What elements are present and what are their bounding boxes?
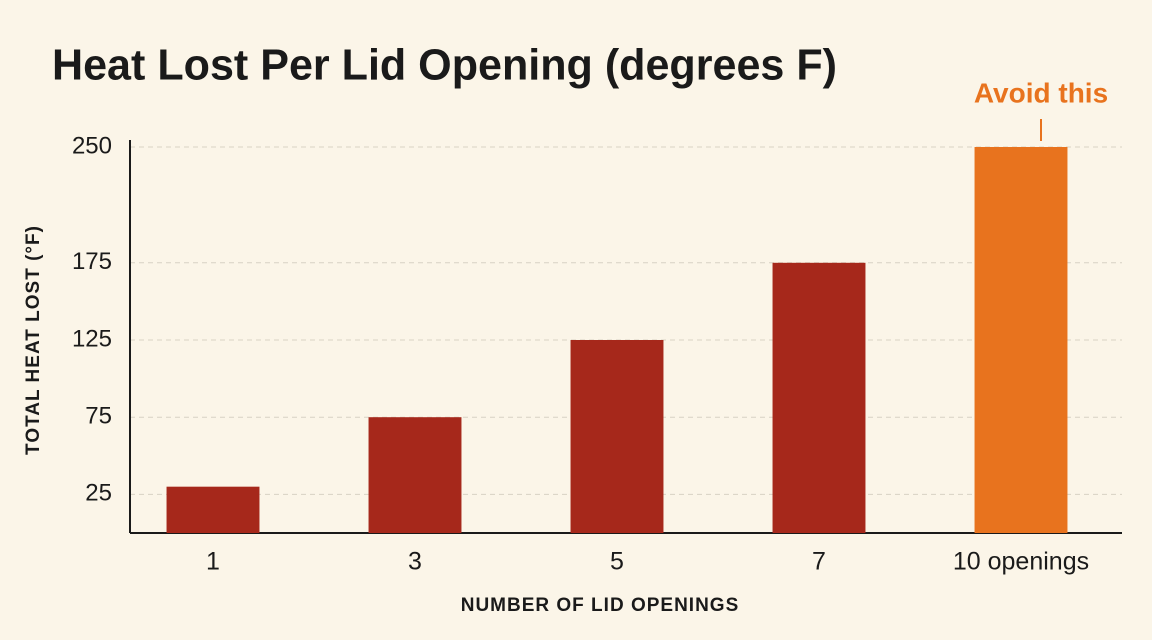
- y-tick-label: 250: [72, 132, 112, 159]
- bar: [570, 340, 664, 533]
- y-axis-label: TOTAL HEAT LOST (°F): [23, 225, 44, 455]
- x-tick-label: 5: [610, 548, 624, 576]
- bar: [974, 147, 1068, 533]
- y-tick-label: 175: [72, 248, 112, 275]
- y-tick-label: 25: [85, 480, 112, 507]
- x-tick-label: 1: [206, 548, 220, 576]
- x-tick-label: 10 openings: [953, 548, 1089, 576]
- bar: [368, 417, 462, 533]
- bar: [772, 262, 866, 533]
- x-axis-label: NUMBER OF LID OPENINGS: [461, 595, 740, 616]
- bar: [166, 486, 260, 533]
- annotation: Avoid this: [974, 77, 1108, 108]
- x-tick-label: 7: [812, 548, 826, 576]
- chart-title: Heat Lost Per Lid Opening (degrees F): [52, 41, 837, 90]
- y-tick-label: 125: [72, 325, 112, 352]
- x-tick-label: 3: [408, 548, 422, 576]
- y-tick-label: 75: [85, 403, 112, 430]
